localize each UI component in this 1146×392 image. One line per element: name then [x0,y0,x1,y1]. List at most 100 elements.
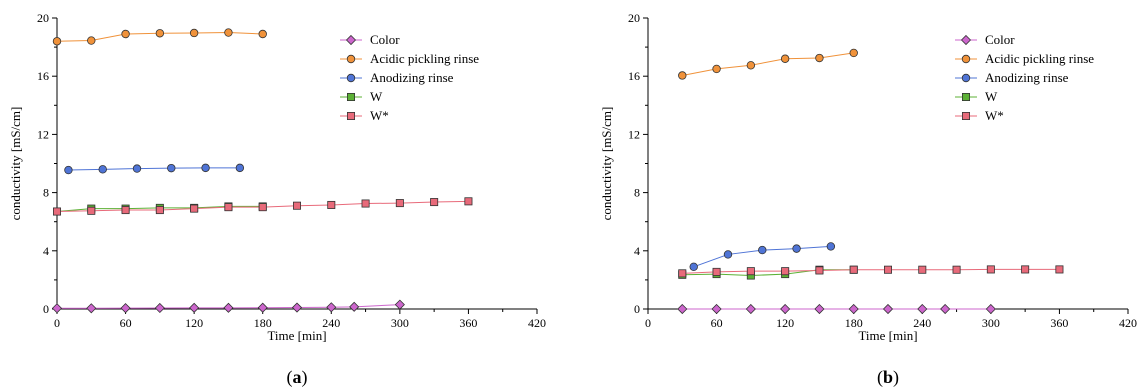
legend-item: Anodizing rinse [955,70,1069,85]
series-line [68,167,240,171]
x-tick-label: 60 [711,316,723,330]
data-point [258,203,267,212]
legend-marker [961,73,971,83]
data-point [711,303,722,315]
data-point [258,29,267,39]
x-tick-label: 360 [459,316,477,330]
data-point [86,303,97,314]
data-point [52,37,62,46]
series-color [51,299,405,314]
data-point [155,206,164,215]
legend-marker [346,93,355,102]
y-axis-label: conductivity [mS/cm] [8,107,23,221]
data-point [223,302,234,313]
legend-label: W [370,89,383,104]
data-point [882,303,894,315]
data-point [985,303,996,315]
y-tick-label: 20 [628,11,640,25]
data-point [51,303,63,314]
data-point [678,71,687,80]
series-line [682,269,854,277]
data-point [940,303,951,315]
legend-item: W [955,89,998,104]
data-point [780,54,790,63]
x-tick-label: 120 [776,316,794,330]
data-point [121,206,130,215]
data-point [155,29,165,38]
data-point [121,29,130,39]
data-point [292,201,301,210]
legend-label: Acidic pickling rinse [985,51,1094,66]
legend-item: Color [340,32,400,47]
data-point [689,262,698,272]
data-point [64,165,73,175]
data-point [746,61,756,70]
y-tick-label: 16 [628,69,640,83]
y-tick-label: 4 [634,244,640,258]
legend-item: Acidic pickling rinse [955,51,1094,66]
legend-label: Color [985,32,1015,47]
legend-label: Color [370,32,400,47]
panel-caption: (a) [287,367,308,388]
legend-marker [346,112,355,121]
legend-marker [345,34,357,46]
legend-item: Anodizing rinse [340,70,454,85]
x-tick-label: 0 [54,316,60,330]
data-point [849,48,858,58]
data-point [712,267,721,276]
data-point [712,64,721,74]
data-point [918,265,927,274]
x-tick-label: 240 [322,316,340,330]
data-point [291,302,303,313]
data-point [986,265,995,274]
x-tick-label: 360 [1050,316,1068,330]
legend-marker [962,112,971,121]
data-point [677,303,688,315]
series-w [53,197,473,216]
x-tick-label: 420 [1119,316,1137,330]
data-point [53,207,62,216]
legend-item: Acidic pickling rinse [340,51,479,66]
legend-item: W [340,89,383,104]
x-tick-label: 0 [645,316,651,330]
x-tick-label: 180 [254,316,272,330]
x-axis-label: Time [min] [858,328,917,343]
y-tick-label: 0 [43,302,49,316]
x-tick-label: 120 [185,316,203,330]
data-point [849,265,858,274]
data-point [464,197,473,206]
y-tick-label: 12 [628,127,640,141]
data-point [224,28,233,37]
legend-marker [346,73,356,83]
legend-item: W* [955,108,1004,123]
data-point [848,303,859,315]
data-point [745,303,756,315]
legend-marker [962,93,971,102]
series-line [682,52,854,76]
x-tick-label: 180 [845,316,863,330]
x-tick-label: 300 [982,316,1000,330]
series-acidic-pickling-rinse [678,48,858,80]
legend-label: Acidic pickling rinse [370,51,479,66]
legend: Color Acidic pickling rinse Anodizing rins… [955,32,1094,123]
y-tick-label: 8 [43,186,49,200]
x-tick-label: 420 [528,316,546,330]
data-point [394,299,405,310]
legend-item: W* [340,108,389,123]
data-point [917,303,928,315]
data-point [814,303,825,315]
y-tick-label: 4 [43,244,49,258]
data-point [1055,265,1064,274]
data-point [678,269,687,278]
series-anodizing-rinse [64,163,245,175]
data-point [87,36,96,45]
data-point [723,250,733,259]
y-axis-label: conductivity [mS/cm] [599,107,614,221]
data-point [132,164,142,173]
x-tick-label: 240 [913,316,931,330]
legend-marker [346,54,356,64]
data-point [349,301,360,312]
y-tick-label: 20 [37,11,49,25]
panel-caption: (b) [877,367,899,388]
data-point [395,199,404,208]
